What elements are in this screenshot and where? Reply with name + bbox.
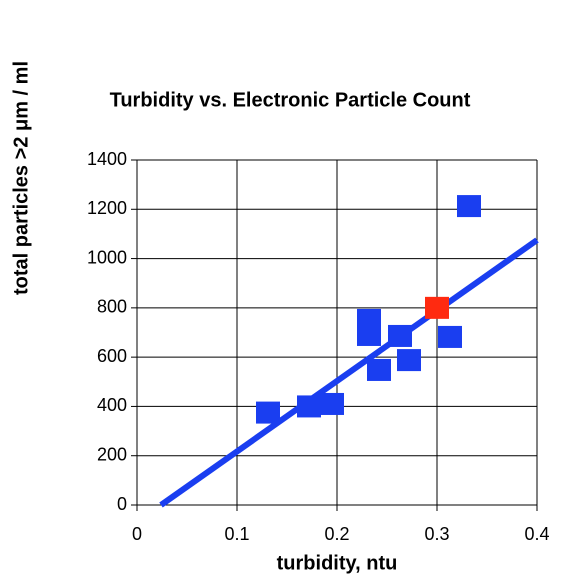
point: [320, 392, 344, 415]
point: [438, 325, 462, 348]
chart-title: Turbidity vs. Electronic Particle Count: [110, 89, 471, 111]
y-tick-label: 1200: [87, 198, 127, 218]
point: [256, 401, 280, 424]
x-tick-label: 0: [132, 524, 142, 544]
trend-line: [159, 237, 539, 508]
y-tick-label: 1400: [87, 149, 127, 169]
x-tick-label: 0.3: [424, 524, 449, 544]
point: [397, 349, 421, 372]
x-axis-label: turbidity, ntu: [277, 552, 398, 574]
point: [297, 395, 321, 418]
y-tick-label: 400: [97, 395, 127, 415]
y-tick-label: 200: [97, 444, 127, 464]
point: [357, 323, 381, 346]
point: [457, 195, 481, 218]
y-tick-label: 0: [117, 494, 127, 514]
y-tick-label: 1000: [87, 247, 127, 267]
x-tick-label: 0.1: [224, 524, 249, 544]
point: [388, 324, 412, 347]
y-tick-label: 800: [97, 297, 127, 317]
y-axis-label: total particles >2 μm / ml: [10, 61, 32, 295]
x-tick-label: 0.4: [524, 524, 549, 544]
point: [425, 296, 449, 319]
point: [367, 358, 391, 381]
y-tick-label: 600: [97, 346, 127, 366]
x-tick-label: 0.2: [324, 524, 349, 544]
